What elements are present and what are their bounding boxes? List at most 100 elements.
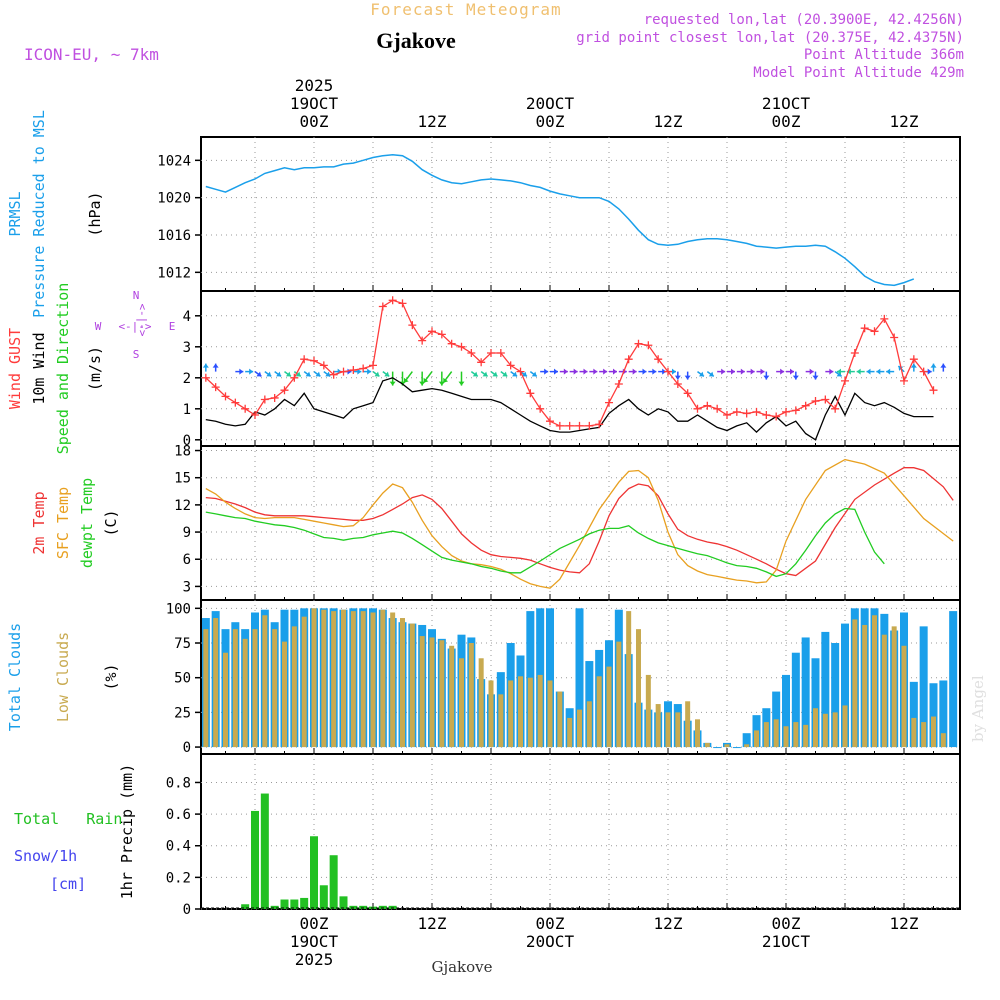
panel-wind: 0 1 2 3 4 Wind GUST 10m Wind Speed and Directio…: [6, 283, 961, 454]
total-rain-label: Total Rain: [14, 810, 122, 828]
panel-label: 10m Wind: [30, 332, 48, 404]
gust-marker: [723, 411, 731, 419]
watermark: by Angel: [969, 675, 987, 742]
bar-total-clouds: [949, 611, 958, 748]
bar-low-clouds: [921, 722, 927, 748]
bar-low-clouds: [262, 615, 268, 748]
bar-low-clouds: [636, 629, 641, 748]
gust-marker: [703, 401, 712, 410]
bottom-time-label: 12Z: [654, 914, 683, 933]
wind-arrow-head: [876, 368, 881, 375]
wind-arrow-head: [367, 368, 372, 375]
bar-low-clouds: [645, 674, 651, 748]
bar-low-clouds: [754, 730, 759, 748]
gust-marker: [221, 392, 230, 401]
wind-arrow-head: [632, 368, 637, 375]
wind-arrow-head: [927, 368, 932, 375]
bar-low-clouds: [822, 713, 828, 748]
wind-arrow-head: [544, 368, 549, 375]
bar-low-clouds: [311, 608, 317, 748]
wind-arrow-head: [357, 368, 362, 375]
bar-rain: [241, 904, 250, 909]
wind-arrow-head: [384, 371, 390, 377]
wind-arrow-head: [315, 371, 321, 377]
y-tick-label: 2: [183, 371, 191, 387]
wind-arrow-head: [347, 368, 352, 375]
bar-low-clouds: [577, 709, 582, 748]
bar-total-clouds: [909, 681, 918, 748]
wind-arrow-head: [573, 368, 578, 375]
bottom-time-label: 21OCT: [762, 932, 811, 951]
panel-label: 1hr Precip (mm): [118, 764, 136, 899]
wind-arrow-head: [502, 371, 508, 377]
y-tick-label: 1024: [157, 153, 191, 169]
bar-low-clouds: [301, 616, 307, 748]
bar-low-clouds: [813, 708, 818, 748]
bottom-time-label: 20OCT: [526, 932, 575, 951]
y-tick-label: 15: [174, 471, 191, 487]
top-time-label: 21OCT: [762, 94, 811, 113]
bar-rain: [359, 905, 368, 909]
bar-total-clouds: [831, 643, 840, 748]
gust-marker: [801, 401, 810, 410]
wind-arrow-head: [325, 371, 331, 377]
panel-pressure: 1012 1016 1020 1024 PRMSL Pressure Reduced to…: [6, 110, 961, 318]
bar-low-clouds: [380, 609, 386, 748]
gust-marker: [388, 296, 397, 305]
wind-arrow-head: [239, 368, 244, 375]
wind-arrow-head: [750, 368, 755, 375]
bar-rain: [300, 897, 309, 909]
panel-temp: 3 6 9 12 15 18 2m Temp SFC Temp dewpt Temp (C): [30, 444, 961, 601]
gust-marker: [496, 349, 505, 357]
gust-marker: [378, 302, 387, 311]
bar-low-clouds: [478, 658, 484, 748]
gust-marker: [919, 367, 928, 376]
wind-arrow-head: [856, 368, 861, 375]
bar-low-clouds: [213, 618, 219, 748]
gust-marker: [526, 389, 535, 398]
gust-marker: [585, 421, 594, 430]
gust-marker: [614, 380, 623, 388]
bar-low-clouds: [331, 611, 337, 748]
series-line-gust: [205, 299, 935, 427]
bar-low-clouds: [468, 643, 474, 748]
gust-marker: [900, 376, 908, 385]
bar-low-clouds: [370, 612, 376, 748]
top-time-label: 20OCT: [526, 94, 575, 113]
panel-label: Wind GUST: [6, 328, 24, 409]
gust-marker: [260, 395, 269, 404]
bar-total-clouds: [801, 637, 810, 748]
top-time-label: 12Z: [890, 112, 919, 131]
gust-marker: [811, 397, 820, 406]
bar-low-clouds: [744, 744, 750, 748]
bar-low-clouds: [695, 719, 700, 748]
top-time-label: 2025: [295, 76, 334, 95]
wind-arrow-head: [531, 371, 537, 377]
bar-low-clouds: [203, 629, 209, 748]
wind-arrow-head: [212, 363, 219, 368]
bar-low-clouds: [547, 680, 553, 748]
gust-marker: [437, 330, 446, 339]
panel-label: PRMSL: [6, 191, 24, 236]
gust-marker: [644, 341, 653, 350]
bar-low-clouds: [881, 634, 887, 748]
requested-coords: requested lon,lat (20.3900E, 42.4256N): [644, 12, 964, 28]
bar-total-clouds: [919, 626, 928, 748]
gust-marker: [506, 361, 515, 370]
bar-low-clouds: [931, 716, 936, 748]
bar-low-clouds: [862, 624, 868, 748]
gust-marker: [398, 299, 407, 308]
wind-arrow-head: [760, 368, 765, 375]
bar-low-clouds: [655, 704, 661, 748]
bar-low-clouds: [724, 744, 730, 748]
wind-arrow-head: [809, 368, 814, 375]
gust-marker: [683, 389, 692, 398]
wind-arrow-head: [458, 381, 465, 386]
gust-marker: [467, 349, 476, 357]
y-tick-label: 3: [183, 579, 191, 595]
gust-marker: [870, 327, 879, 336]
bar-low-clouds: [763, 722, 769, 748]
wind-arrow-head: [642, 368, 647, 375]
bar-low-clouds: [586, 701, 592, 748]
